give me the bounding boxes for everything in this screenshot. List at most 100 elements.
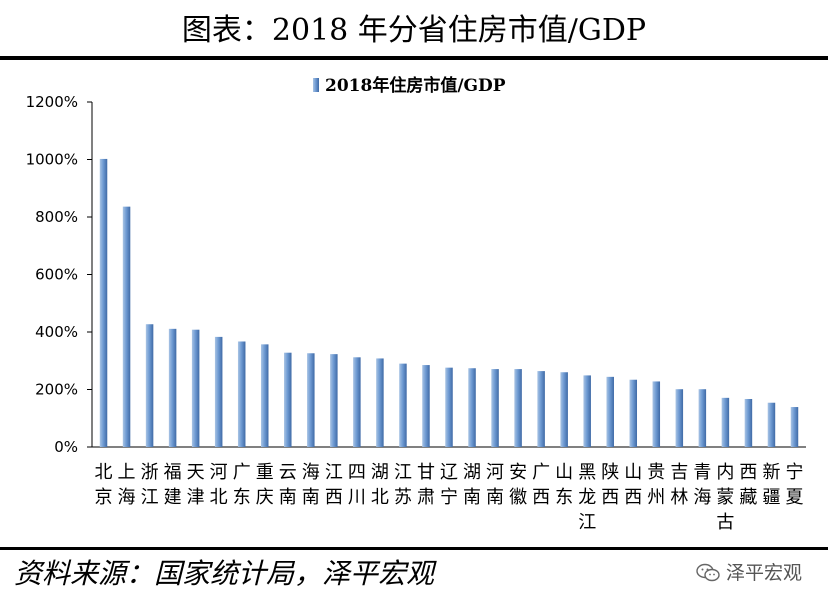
bar — [468, 368, 476, 447]
y-axis: 0% 200% 400% 600% 800% 1000% 1200% — [26, 93, 806, 456]
x-category-label: 云 — [279, 462, 297, 483]
x-category-label: 四 — [348, 462, 366, 483]
x-category-label: 江 — [578, 512, 596, 533]
y-tick-label: 1200% — [26, 93, 78, 111]
x-category-label: 上 — [118, 462, 136, 483]
x-category-label: 东 — [233, 487, 251, 508]
x-category-label: 辽 — [440, 462, 458, 483]
y-tick-label: 800% — [35, 208, 78, 226]
bar — [214, 336, 223, 447]
bar — [744, 398, 753, 447]
legend-swatch — [313, 78, 319, 92]
x-category-label: 徽 — [509, 487, 527, 508]
x-axis-labels: 北京上海浙江福建天津河北广东重庆云南海南江西四川湖北江苏甘肃辽宁湖南河南安徽广西… — [95, 462, 804, 533]
x-category-label: 内 — [716, 462, 734, 483]
bar — [168, 328, 177, 447]
wechat-icon — [696, 563, 720, 582]
x-category-label: 黑 — [578, 462, 596, 483]
x-category-label: 浙 — [141, 462, 159, 483]
x-category-label: 藏 — [739, 487, 757, 508]
x-category-label: 海 — [302, 462, 320, 483]
bar — [583, 375, 591, 447]
bottom-rule — [0, 547, 828, 550]
watermark-label: 泽平宏观 — [725, 562, 802, 584]
bar — [237, 341, 246, 447]
bar — [99, 158, 108, 447]
x-category-label: 江 — [394, 462, 412, 483]
x-category-label: 江 — [325, 462, 343, 483]
y-tick-label: 400% — [35, 323, 78, 341]
x-category-label: 北 — [95, 462, 113, 483]
bar — [376, 358, 384, 447]
y-tick-label: 1000% — [26, 151, 78, 169]
x-category-label: 吉 — [670, 462, 688, 483]
bar — [191, 329, 200, 447]
x-category-label: 青 — [693, 462, 711, 483]
x-category-label: 河 — [486, 462, 504, 483]
x-category-label: 苏 — [394, 487, 412, 508]
bar — [145, 324, 154, 447]
x-category-label: 疆 — [762, 487, 780, 508]
bar — [260, 344, 269, 447]
x-category-label: 河 — [210, 462, 228, 483]
bar — [353, 357, 361, 447]
bar — [698, 389, 707, 447]
x-category-label: 山 — [624, 462, 642, 483]
bar — [122, 206, 131, 447]
x-category-label: 州 — [647, 487, 665, 508]
bar — [790, 407, 799, 447]
x-category-label: 林 — [670, 487, 688, 508]
x-category-label: 江 — [141, 487, 159, 508]
bar — [652, 381, 661, 447]
x-category-label: 重 — [256, 462, 274, 483]
bar — [445, 367, 453, 447]
x-category-label: 贵 — [647, 462, 665, 483]
x-category-label: 西 — [739, 462, 757, 483]
watermark: 泽平宏观 — [696, 557, 802, 589]
x-category-label: 广 — [233, 462, 251, 483]
y-tick-label: 200% — [35, 381, 78, 399]
bar — [629, 379, 638, 447]
x-category-label: 湖 — [371, 462, 389, 483]
x-category-label: 蒙 — [716, 487, 734, 508]
x-category-label: 湖 — [463, 462, 481, 483]
x-category-label: 北 — [210, 487, 228, 508]
bar — [606, 376, 614, 447]
x-category-label: 安 — [509, 462, 527, 483]
x-category-label: 建 — [164, 487, 182, 508]
x-category-label: 川 — [348, 487, 366, 508]
x-category-label: 广 — [532, 462, 550, 483]
bar — [330, 354, 338, 447]
x-category-label: 龙 — [578, 487, 596, 508]
x-category-label: 宁 — [785, 462, 803, 483]
bar — [284, 352, 292, 447]
x-category-label: 京 — [95, 487, 113, 508]
x-category-label: 新 — [762, 462, 780, 483]
bar — [537, 371, 545, 447]
x-category-label: 津 — [187, 487, 205, 508]
x-category-label: 宁 — [440, 487, 458, 508]
bar-chart: 2018年住房市值/GDP 0% 200% 400% 600% 800% 1000% 120… — [26, 75, 806, 533]
x-category-label: 福 — [164, 462, 182, 483]
bar — [422, 365, 430, 447]
x-category-label: 海 — [693, 487, 711, 508]
x-category-label: 肃 — [417, 487, 435, 508]
x-category-label: 西 — [325, 487, 343, 508]
chart-legend: 2018年住房市值/GDP — [313, 75, 506, 96]
bar — [675, 389, 684, 447]
bar — [399, 363, 407, 448]
bar — [560, 372, 568, 447]
x-category-label: 南 — [486, 487, 504, 508]
x-category-label: 北 — [371, 487, 389, 508]
top-rule — [0, 56, 828, 60]
x-category-label: 南 — [279, 487, 297, 508]
x-category-label: 东 — [555, 487, 573, 508]
x-category-label: 庆 — [256, 487, 274, 508]
bars — [99, 158, 799, 448]
x-category-label: 甘 — [417, 462, 435, 483]
page-title: 图表：2018 年分省住房市值/GDP — [181, 13, 647, 48]
y-tick-label: 0% — [54, 438, 78, 456]
x-category-label: 西 — [601, 487, 619, 508]
bar — [514, 369, 522, 447]
x-category-label: 夏 — [785, 487, 803, 508]
